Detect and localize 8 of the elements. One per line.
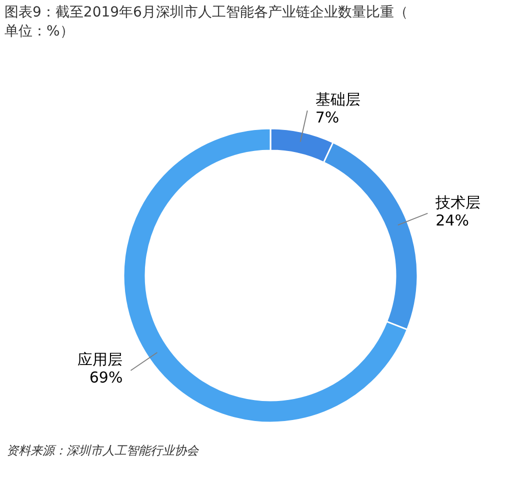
slice-label: 基础层 <box>315 90 360 109</box>
data-label: 69% <box>89 368 123 386</box>
text: 资料来源：深圳市人工智能行业协会 <box>6 444 200 458</box>
data-label: 24% <box>436 211 469 230</box>
data-label: 7% <box>315 108 340 127</box>
slice-label: 技术层 <box>434 193 481 212</box>
slice-label: 应用层 <box>78 350 123 368</box>
chart-title: 图表9：截至2019年6月深圳市人工智能各产业链企业数量比重（单位：%） <box>4 4 408 40</box>
